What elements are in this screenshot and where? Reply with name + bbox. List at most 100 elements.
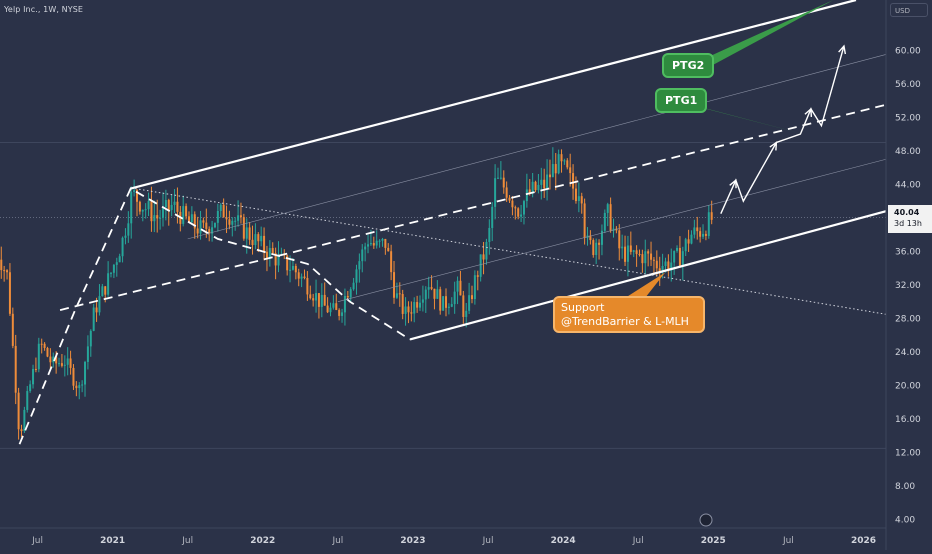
y-tick-label: 16.00: [895, 415, 921, 425]
candle-body: [699, 231, 702, 237]
candle-body: [130, 191, 133, 224]
candle-body: [404, 306, 407, 314]
candle-body: [29, 384, 32, 392]
candle-body: [153, 215, 156, 222]
candle-body: [3, 270, 6, 272]
candle-body: [118, 256, 121, 263]
y-tick-label: 60.00: [895, 46, 921, 56]
ptg1-label: PTG1: [665, 94, 698, 107]
currency-button[interactable]: USD: [890, 3, 928, 17]
candle-body: [534, 181, 537, 191]
candle-body: [563, 160, 566, 162]
candle-body: [603, 212, 606, 231]
ptg2-pointer: [697, 0, 834, 66]
candle-body: [133, 190, 136, 192]
projection-arrowhead: [838, 44, 847, 55]
ptg2-callout[interactable]: PTG2: [662, 53, 715, 78]
candle-body: [621, 246, 624, 249]
candle-body: [213, 222, 216, 228]
candle-body: [592, 240, 595, 255]
candle-body: [511, 200, 514, 208]
candle-body: [110, 272, 113, 274]
projection-arrowhead: [769, 141, 778, 151]
candle-body: [81, 384, 84, 386]
candle-body: [606, 204, 609, 213]
candle-body: [147, 201, 150, 210]
candle-body: [416, 302, 419, 308]
candle-body: [390, 251, 393, 273]
candle-body: [297, 272, 300, 279]
candle-body: [372, 243, 375, 246]
candle-body: [323, 294, 326, 306]
candle-body: [690, 234, 693, 244]
candle-body: [551, 164, 554, 178]
candle-body: [193, 214, 196, 229]
candle-body: [268, 248, 271, 259]
candle-body: [456, 280, 459, 292]
candle-body: [52, 356, 55, 363]
candle-body: [6, 270, 9, 273]
candle-body: [208, 228, 211, 234]
candle-body: [652, 259, 655, 261]
candle-body: [190, 214, 193, 223]
projection-arrowhead: [804, 107, 813, 117]
candle-body: [499, 177, 502, 179]
candle-body: [303, 276, 306, 278]
candle-body: [574, 188, 577, 202]
candle-body: [185, 206, 188, 217]
candle-body: [531, 181, 534, 194]
candle-body: [632, 250, 635, 252]
ptg2-label: PTG2: [672, 59, 705, 72]
candle-body: [644, 251, 647, 264]
y-tick-label: 24.00: [895, 348, 921, 358]
candle-body: [286, 255, 289, 271]
candle-body: [242, 217, 245, 239]
candle-body: [580, 196, 583, 204]
y-tick-label: 32.00: [895, 281, 921, 291]
candle-body: [274, 253, 277, 266]
candle-body: [710, 212, 713, 220]
candle-body: [306, 277, 309, 295]
x-tick-label: 2023: [400, 536, 425, 546]
candle-body: [381, 238, 384, 241]
ptg1-callout[interactable]: PTG1: [655, 88, 708, 113]
candle-body: [577, 196, 580, 202]
candle-body: [624, 246, 627, 262]
candle-body: [329, 307, 332, 313]
y-tick-label: 52.00: [895, 113, 921, 123]
candle-body: [358, 261, 361, 270]
candle-body: [482, 254, 485, 260]
candle-body: [410, 312, 413, 314]
candle-body: [508, 197, 511, 201]
candle-body: [159, 217, 162, 219]
support-pointer: [625, 272, 666, 298]
candle-body: [361, 249, 364, 262]
candle-body: [430, 287, 433, 289]
candle-body: [326, 305, 329, 313]
candle-body: [107, 273, 110, 295]
candle-body: [78, 385, 81, 389]
candlestick-series: [0, 147, 713, 440]
candle-body: [658, 268, 661, 273]
support-label: Support: [561, 301, 605, 314]
candle-body: [115, 262, 118, 265]
grid-lines: [0, 141, 886, 449]
candle-body: [127, 223, 130, 236]
candle-body: [470, 295, 473, 300]
candle-body: [335, 303, 338, 310]
support-callout[interactable]: Support @TrendBarrier & L-MLH: [553, 296, 705, 333]
candle-body: [89, 330, 92, 347]
candle-body: [257, 234, 260, 242]
candle-body: [95, 307, 98, 313]
candle-body: [17, 392, 20, 430]
candle-body: [520, 214, 523, 217]
candle-body: [664, 261, 667, 266]
candle-body: [505, 187, 508, 198]
candle-body: [427, 287, 430, 290]
candle-body: [20, 429, 23, 432]
candle-body: [271, 248, 274, 254]
candle-body: [696, 227, 699, 232]
